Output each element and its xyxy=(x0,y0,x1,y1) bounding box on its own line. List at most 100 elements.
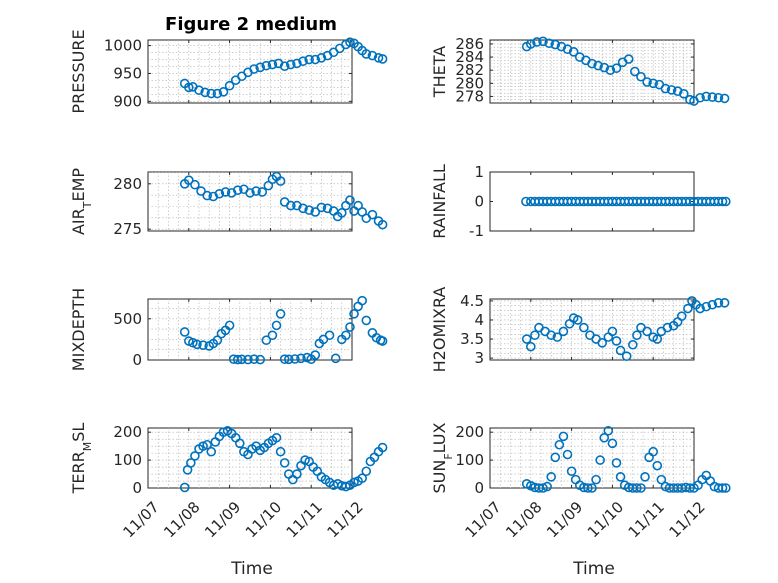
data-point xyxy=(521,196,531,207)
subplot-pressure: 900 950 1000 PRESSURE xyxy=(69,29,388,114)
y-tick-label: 500 xyxy=(113,310,142,328)
data-point xyxy=(538,483,548,493)
data-point xyxy=(525,39,536,49)
data-point xyxy=(377,336,388,346)
subplot-rainfall: -1 0 1 RAINFALL xyxy=(430,163,731,240)
x-tick-label: 11/12 xyxy=(665,498,708,541)
data-point xyxy=(532,37,542,47)
data-point xyxy=(530,330,540,341)
y-tick-label: 100 xyxy=(113,451,142,469)
data-point xyxy=(285,200,296,211)
data-point xyxy=(678,89,689,99)
data-point xyxy=(558,431,569,442)
data-point xyxy=(648,78,659,89)
data-point xyxy=(237,354,247,365)
data-point xyxy=(640,472,650,482)
y-tick-label: 200 xyxy=(113,423,142,441)
data-point xyxy=(324,330,335,341)
data-point xyxy=(701,91,712,102)
y-tick-label: 275 xyxy=(113,220,142,238)
data-point xyxy=(587,58,597,69)
data-point xyxy=(656,474,667,485)
data-point xyxy=(267,330,278,341)
data-point xyxy=(251,186,261,196)
data-point xyxy=(607,438,618,449)
data-point xyxy=(283,354,294,365)
data-point xyxy=(296,353,306,364)
data-point xyxy=(198,340,208,350)
data-point xyxy=(615,345,626,356)
subplot-air-temp: 275 280 AIRTEMP xyxy=(69,168,388,238)
data-point xyxy=(349,309,359,319)
data-point xyxy=(550,39,561,50)
data-point xyxy=(525,341,536,352)
data-point xyxy=(186,458,196,468)
data-point xyxy=(701,301,712,312)
data-point xyxy=(310,350,321,360)
data-point xyxy=(615,472,626,482)
data-point xyxy=(572,315,583,325)
data-point xyxy=(267,59,278,70)
y-tick-label: 900 xyxy=(113,92,142,110)
y-tick-label: 1000 xyxy=(104,37,142,55)
figure-title: Figure 2 medium xyxy=(165,14,337,35)
data-point xyxy=(232,354,243,365)
x-tick-label: 11/11 xyxy=(283,498,326,541)
x-tick-label: 11/07 xyxy=(119,498,162,541)
data-point xyxy=(652,334,663,344)
data-point xyxy=(206,88,217,99)
data-point xyxy=(367,50,378,61)
data-point xyxy=(261,335,272,346)
y-axis-label: SUNFLUX xyxy=(430,422,455,493)
data-point xyxy=(546,472,557,482)
data-point xyxy=(695,92,705,103)
subplot-mixdepth: 0 500 MIXDEPTH xyxy=(69,288,388,371)
data-point xyxy=(636,71,646,82)
data-point xyxy=(713,92,724,103)
data-point xyxy=(345,322,355,332)
data-point xyxy=(179,482,190,493)
data-point xyxy=(271,320,282,331)
data-point xyxy=(377,442,388,453)
data-point xyxy=(345,37,355,48)
y-tick-label: 950 xyxy=(113,64,142,82)
subplot-sun-flux: 0 100 200SUNFLUX11/0711/0811/0911/1011/111… xyxy=(430,422,731,541)
data-point xyxy=(196,186,206,196)
data-point xyxy=(373,53,384,63)
data-point xyxy=(676,311,687,321)
data-point xyxy=(190,179,200,190)
y-axis-label: H2OMIXRA xyxy=(430,287,449,373)
data-point xyxy=(713,298,724,308)
x-tick-label: 11/11 xyxy=(625,498,668,541)
y-tick-label: 280 xyxy=(113,175,142,193)
data-point xyxy=(357,295,368,306)
data-point xyxy=(316,202,327,213)
x-axis-label-right: Time xyxy=(572,559,615,579)
data-point xyxy=(627,339,638,350)
data-point xyxy=(290,354,300,364)
data-point xyxy=(721,483,731,493)
y-tick-label: 280 xyxy=(455,74,484,92)
x-tick-label: 11/08 xyxy=(160,498,203,541)
data-point xyxy=(224,80,235,91)
data-point xyxy=(685,94,695,105)
data-point xyxy=(255,62,266,73)
data-point xyxy=(184,82,194,93)
data-point xyxy=(316,53,327,63)
data-point xyxy=(184,175,194,185)
y-tick-label: 0 xyxy=(132,479,142,497)
data-point xyxy=(721,196,731,207)
data-point xyxy=(249,64,259,74)
data-point xyxy=(194,85,204,95)
data-point xyxy=(275,176,286,186)
data-point xyxy=(611,63,622,74)
data-point xyxy=(212,88,223,99)
subplot-h2omixra: 33.544.5 H2OMIXRA xyxy=(430,287,730,373)
y-axis-label: PRESSURE xyxy=(69,29,88,113)
data-point xyxy=(550,452,561,463)
data-point xyxy=(583,483,593,493)
data-point xyxy=(611,458,622,468)
y-tick-label: 278 xyxy=(455,87,484,105)
